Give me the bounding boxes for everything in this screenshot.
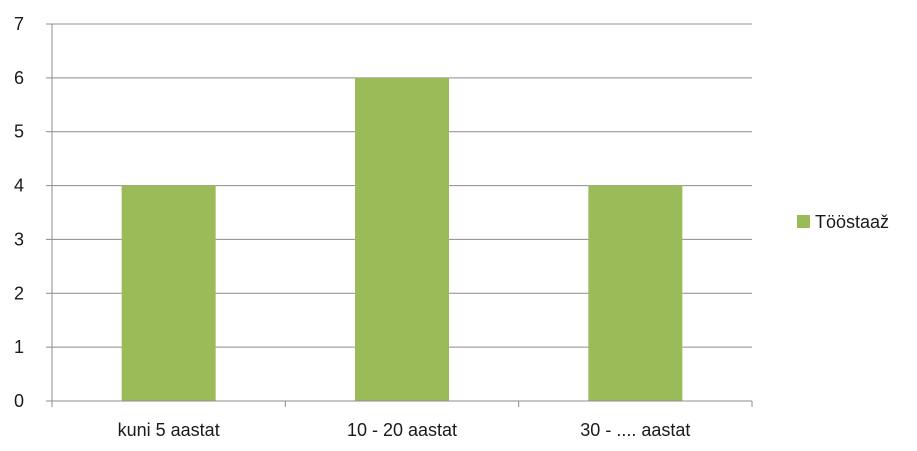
x-category-labels: kuni 5 aastat 10 - 20 aastat 30 - .... aas… [118, 420, 691, 440]
y-tick-label: 7 [14, 14, 24, 34]
bars [121, 77, 683, 401]
legend: Tööstaaž [797, 212, 889, 232]
y-tick-label: 0 [14, 391, 24, 411]
y-tick-label: 6 [14, 68, 24, 88]
bar-3 [588, 185, 683, 401]
y-tick-label: 1 [14, 337, 24, 357]
y-tick-label: 4 [14, 176, 24, 196]
axes [46, 23, 753, 407]
y-tick-label: 3 [14, 229, 24, 249]
x-category-label: kuni 5 aastat [118, 420, 220, 440]
legend-swatch [797, 215, 810, 228]
y-tick-label: 5 [14, 122, 24, 142]
x-category-label: 10 - 20 aastat [347, 420, 457, 440]
bar-2 [355, 77, 449, 401]
legend-label: Tööstaaž [815, 212, 889, 232]
x-category-label: 30 - .... aastat [580, 420, 690, 440]
y-tick-labels: 0 1 2 3 4 5 6 7 [14, 14, 24, 411]
bar-1 [121, 185, 216, 401]
y-tick-label: 2 [14, 283, 24, 303]
